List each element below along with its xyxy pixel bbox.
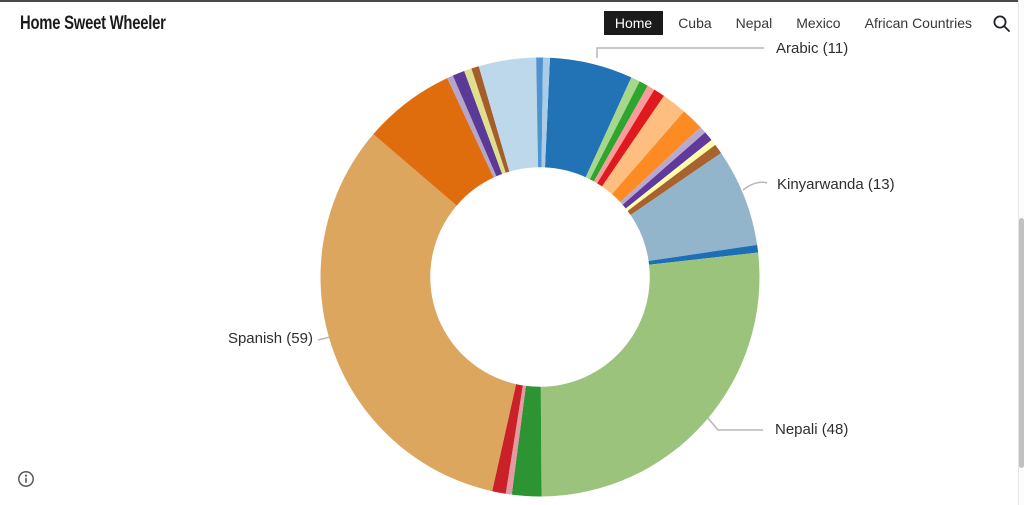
callout-line-arabic: [596, 47, 764, 58]
donut-slice[interactable]: [505, 385, 526, 495]
donut-slice[interactable]: [589, 81, 648, 182]
donut-slice[interactable]: [471, 66, 510, 173]
donut-slice[interactable]: [627, 144, 722, 215]
donut-slice[interactable]: [478, 57, 539, 172]
site-title: Home Sweet Wheeler: [20, 13, 166, 34]
callout-line-kinyarwanda: [742, 181, 768, 191]
donut-slice[interactable]: [620, 127, 706, 205]
scrollbar[interactable]: [1018, 0, 1024, 505]
donut-slice[interactable]: [373, 78, 494, 206]
donut-slice[interactable]: [648, 244, 759, 265]
donut-slice-arabic[interactable]: [544, 57, 632, 178]
donut-slice[interactable]: [541, 57, 550, 168]
search-button[interactable]: [992, 14, 1012, 34]
nav-item-cuba[interactable]: Cuba: [678, 15, 712, 31]
donut-slice[interactable]: [464, 68, 506, 174]
donut-slice[interactable]: [447, 75, 497, 178]
donut-slice[interactable]: [612, 111, 701, 203]
callout-label-arabic: Arabic (11): [776, 40, 849, 57]
donut-slice-nepali[interactable]: [540, 252, 760, 497]
donut-slice[interactable]: [597, 89, 665, 187]
nav-item-african-countries[interactable]: African Countries: [864, 15, 972, 31]
info-icon: [18, 471, 34, 487]
donut-slice[interactable]: [593, 85, 655, 184]
donut-slice-kinyarwanda[interactable]: [630, 152, 758, 261]
donut-slice[interactable]: [492, 384, 523, 494]
search-icon: [993, 15, 1010, 32]
donut-slice[interactable]: [602, 95, 684, 195]
callout-label-nepali: Nepali (48): [775, 421, 849, 438]
callout-label-spanish: Spanish (59): [227, 330, 313, 347]
donut-slice[interactable]: [452, 71, 503, 177]
donut-slice[interactable]: [585, 77, 640, 180]
callout-label-kinyarwanda: Kinyarwanda (13): [777, 176, 895, 193]
donut-slice-spanish[interactable]: [320, 134, 517, 492]
scrollbar-thumb[interactable]: [1019, 218, 1024, 468]
donut-slice[interactable]: [536, 57, 544, 168]
info-button[interactable]: [17, 470, 35, 488]
nav-item-home[interactable]: Home: [603, 11, 664, 35]
nav-item-nepal[interactable]: Nepal: [735, 15, 773, 31]
main-nav: Home Cuba Nepal Mexico African Countries: [603, 11, 984, 35]
nav-item-mexico[interactable]: Mexico: [796, 15, 841, 31]
donut-slice[interactable]: [625, 140, 716, 211]
donut-slice[interactable]: [511, 385, 542, 497]
site-header: Home Sweet Wheeler Home Cuba Nepal Mexic…: [0, 0, 1024, 44]
donut-slice[interactable]: [622, 132, 712, 209]
